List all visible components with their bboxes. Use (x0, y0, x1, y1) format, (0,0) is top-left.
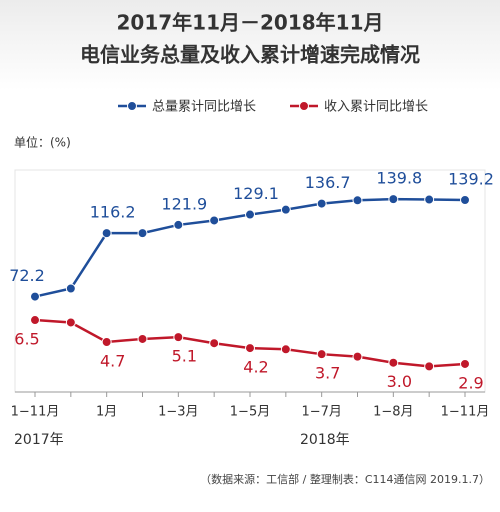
x-tick-label: 1−7月 (301, 405, 341, 420)
x-tick-label: 1−5月 (230, 405, 270, 420)
point (424, 194, 435, 205)
data-label: 5.1 (172, 347, 197, 366)
data-label: 4.2 (243, 358, 268, 377)
chart-subtitle: 电信业务总量及收入累计增速完成情况 (80, 43, 420, 67)
x-tick-label: 1−3月 (158, 405, 198, 420)
data-label: 2.9 (458, 373, 483, 392)
point (173, 219, 184, 230)
legend-label: 总量累计同比增长 (152, 100, 256, 115)
legend-marker (127, 101, 137, 111)
y-axis-label: 单位：(%) (14, 135, 71, 150)
point (245, 209, 255, 220)
point (460, 358, 470, 369)
year-label: 2018年 (300, 432, 350, 448)
point (245, 343, 255, 354)
point (460, 194, 470, 205)
point (101, 228, 112, 239)
point (316, 349, 327, 360)
point (137, 228, 148, 239)
point (316, 198, 327, 209)
header-bg (0, 0, 500, 90)
point (30, 291, 40, 302)
point (352, 195, 363, 206)
data-label: 139.2 (448, 169, 494, 188)
point (173, 332, 184, 343)
x-tick-label: 1−11月 (11, 405, 60, 420)
year-label: 2017年 (14, 432, 64, 448)
data-label: 121.9 (161, 194, 207, 213)
point (280, 204, 291, 215)
point (388, 357, 399, 368)
point (352, 351, 363, 362)
data-label: 139.8 (376, 169, 422, 188)
data-label: 116.2 (90, 203, 136, 222)
point (65, 317, 76, 328)
data-label: 136.7 (305, 173, 351, 192)
x-tick-label: 1−11月 (441, 405, 490, 420)
data-label: 4.7 (100, 351, 125, 370)
data-label: 3.0 (387, 372, 412, 391)
point (30, 315, 40, 326)
point (101, 336, 112, 347)
chart-title: 2017年11月－2018年11月 (117, 11, 384, 35)
data-label: 72.2 (9, 266, 45, 285)
point (209, 338, 220, 349)
point (388, 194, 399, 205)
x-tick-label: 1−8月 (373, 405, 413, 420)
point (280, 344, 291, 355)
point (424, 361, 435, 372)
legend-marker (299, 101, 309, 111)
x-tick-label: 1月 (96, 405, 117, 420)
data-label: 6.5 (14, 330, 39, 349)
source-note: （数据来源：工信部 / 整理制表：C114通信网 2019.1.7） (200, 472, 490, 486)
data-label: 129.1 (233, 184, 279, 203)
point (209, 215, 220, 226)
point (65, 283, 76, 294)
point (137, 333, 148, 344)
legend-label: 收入累计同比增长 (324, 100, 428, 115)
data-label: 3.7 (315, 364, 340, 383)
